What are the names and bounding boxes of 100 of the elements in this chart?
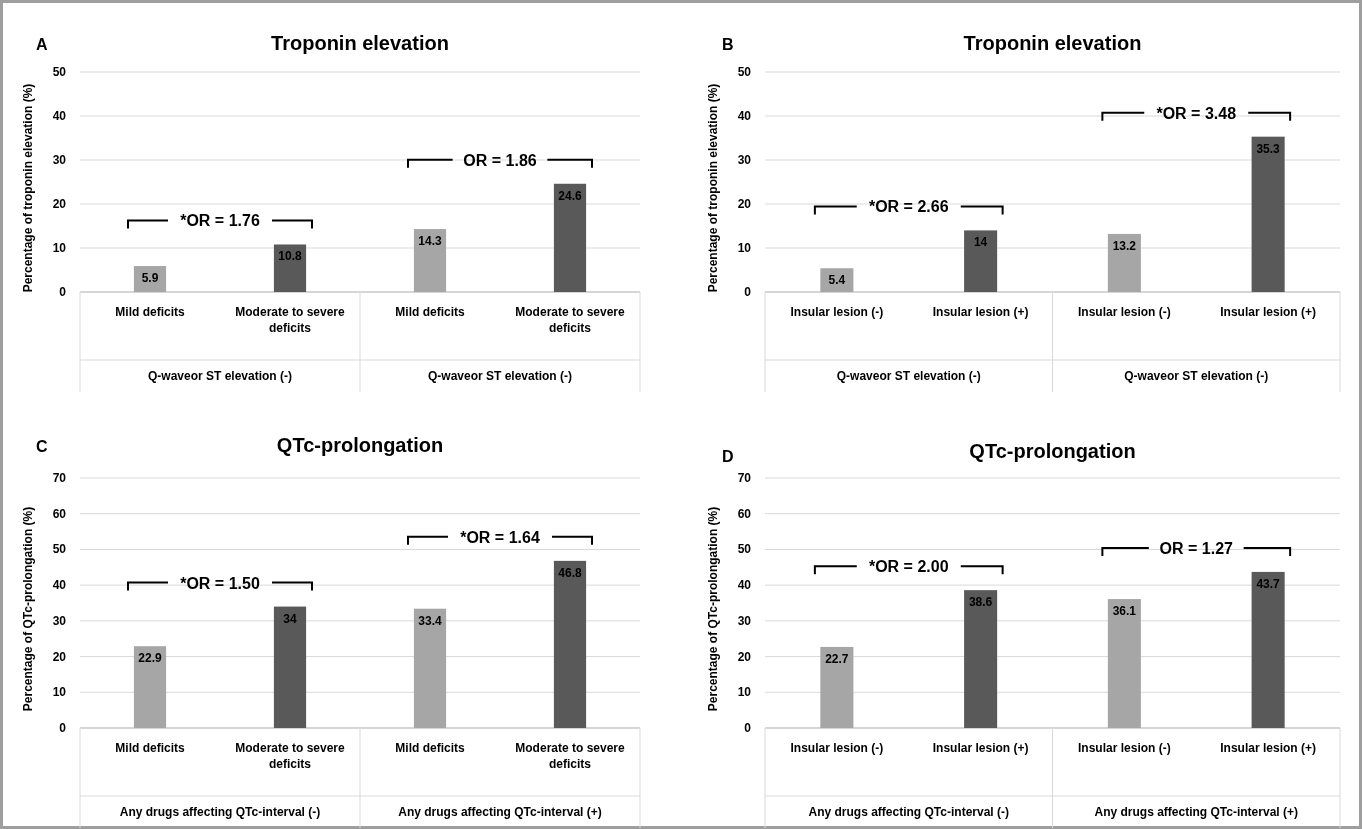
data-label: 43.7	[1256, 576, 1281, 591]
y-tick-label: 10	[737, 685, 752, 700]
y-tick-label: 50	[52, 65, 67, 79]
data-label: 46.8	[558, 565, 582, 580]
y-tick-label: 50	[737, 542, 752, 557]
y-tick-label: 20	[52, 649, 67, 664]
y-tick-label: 40	[737, 578, 752, 593]
x-tick-label: Moderate to severe deficits	[515, 741, 626, 771]
data-label: 14	[973, 235, 988, 250]
x-tick-label: Insular lesion (-)	[790, 741, 884, 755]
data-label: 14.3	[418, 234, 442, 249]
annotation: *OR = 1.64	[460, 528, 540, 546]
y-axis-title: Percentage of QTc-prolongation (%)	[21, 506, 35, 712]
x-tick-label: Moderate to severe deficits	[515, 305, 626, 335]
y-tick-label: 70	[737, 471, 752, 485]
y-tick-label: 10	[52, 685, 67, 700]
x-tick-label: Moderate to severe deficits	[235, 305, 346, 335]
bar	[1107, 233, 1141, 292]
x-tick-label: Insular lesion (+)	[932, 741, 1029, 755]
chart-title: QTc-prolongation	[969, 440, 1136, 462]
text: Q-waveor ST elevation (-)	[427, 369, 573, 383]
x-tick-label: Insular lesion (-)	[1078, 305, 1171, 319]
y-tick-label: 30	[52, 613, 67, 628]
x-tick-label: Mild deficits	[115, 305, 185, 319]
data-label: 22.9	[138, 651, 162, 666]
data-label: 36.1	[1112, 604, 1137, 619]
annotation: *OR = 1.50	[180, 574, 260, 592]
y-tick-label: 10	[737, 241, 752, 255]
y-tick-label: 40	[52, 578, 67, 593]
x-tick-label: Insular lesion (-)	[1078, 741, 1171, 755]
bar	[413, 608, 447, 728]
x-tick-label: Moderate to severe deficits	[235, 741, 346, 771]
data-label: 22.7	[825, 651, 849, 666]
bar	[964, 590, 998, 728]
y-tick-label: 0	[744, 721, 752, 735]
y-tick-label: 30	[737, 153, 752, 167]
annotation: OR = 1.27	[1159, 539, 1234, 557]
y-tick-label: 70	[52, 471, 67, 485]
x-tick-label: Insular lesion (-)	[790, 305, 884, 319]
bar	[133, 646, 167, 728]
text: Any drugs affecting QTc-interval (+)	[398, 805, 602, 819]
text: D	[722, 448, 734, 465]
annotation: *OR = 1.76	[180, 212, 260, 230]
y-axis-title: Percentage of troponin elevation (%)	[21, 83, 35, 293]
text: Any drugs affecting QTc-interval (-)	[119, 805, 321, 819]
data-label: 13.2	[1112, 238, 1137, 253]
data-label: 35.3	[1256, 141, 1281, 156]
y-tick-label: 50	[52, 542, 67, 557]
data-label: 34	[283, 611, 297, 626]
chart-title: Troponin elevation	[271, 32, 449, 54]
y-tick-label: 30	[52, 153, 67, 167]
data-label: 5.9	[141, 271, 159, 286]
y-tick-label: 10	[52, 241, 67, 255]
x-tick-label: Mild deficits	[115, 741, 185, 755]
chart-title: Troponin elevation	[963, 32, 1142, 54]
data-label: 33.4	[418, 613, 442, 628]
y-tick-label: 40	[737, 109, 752, 123]
text: Any drugs affecting QTc-interval (-)	[808, 805, 1009, 819]
y-tick-label: 50	[737, 65, 752, 79]
text: A	[36, 36, 48, 53]
y-tick-label: 20	[52, 197, 67, 211]
y-tick-label: 60	[52, 506, 67, 521]
y-tick-label: 60	[737, 506, 752, 521]
data-label: 38.6	[968, 595, 993, 610]
bar	[820, 646, 854, 728]
bar	[273, 606, 307, 728]
x-tick-label: Insular lesion (+)	[1220, 305, 1316, 319]
y-tick-label: 30	[737, 613, 752, 628]
bar	[1107, 599, 1141, 728]
text: Q-waveor ST elevation (-)	[1124, 369, 1269, 383]
data-label: 24.6	[558, 188, 582, 203]
x-tick-label: Mild deficits	[395, 305, 465, 319]
bar	[413, 229, 447, 292]
annotation: OR = 1.86	[463, 151, 537, 169]
text: Q-waveor ST elevation (-)	[147, 369, 293, 383]
text: C	[36, 438, 48, 455]
chart-title: QTc-prolongation	[276, 434, 444, 456]
x-tick-label: Mild deficits	[395, 741, 465, 755]
y-axis-title: Percentage of QTc-prolongation (%)	[706, 506, 720, 712]
y-tick-label: 40	[52, 109, 67, 123]
bar	[553, 560, 587, 728]
y-tick-label: 0	[59, 721, 67, 735]
annotation: *OR = 2.00	[868, 558, 949, 576]
text: Any drugs affecting QTc-interval (+)	[1094, 805, 1298, 819]
bar	[553, 183, 587, 292]
annotation: *OR = 2.66	[868, 198, 949, 216]
y-tick-label: 0	[744, 285, 752, 299]
bar	[273, 244, 307, 292]
bar	[964, 230, 998, 292]
y-tick-label: 0	[59, 285, 67, 299]
data-label: 10.8	[278, 249, 302, 264]
y-tick-label: 20	[737, 649, 752, 664]
bar	[1251, 136, 1285, 292]
x-tick-label: Insular lesion (+)	[932, 305, 1029, 319]
text: B	[722, 36, 734, 53]
y-axis-title: Percentage of troponin elevation (%)	[706, 83, 720, 293]
x-tick-label: Insular lesion (+)	[1220, 741, 1316, 755]
y-tick-label: 20	[737, 197, 752, 211]
annotation: *OR = 3.48	[1156, 104, 1237, 122]
data-label: 5.4	[828, 273, 846, 288]
